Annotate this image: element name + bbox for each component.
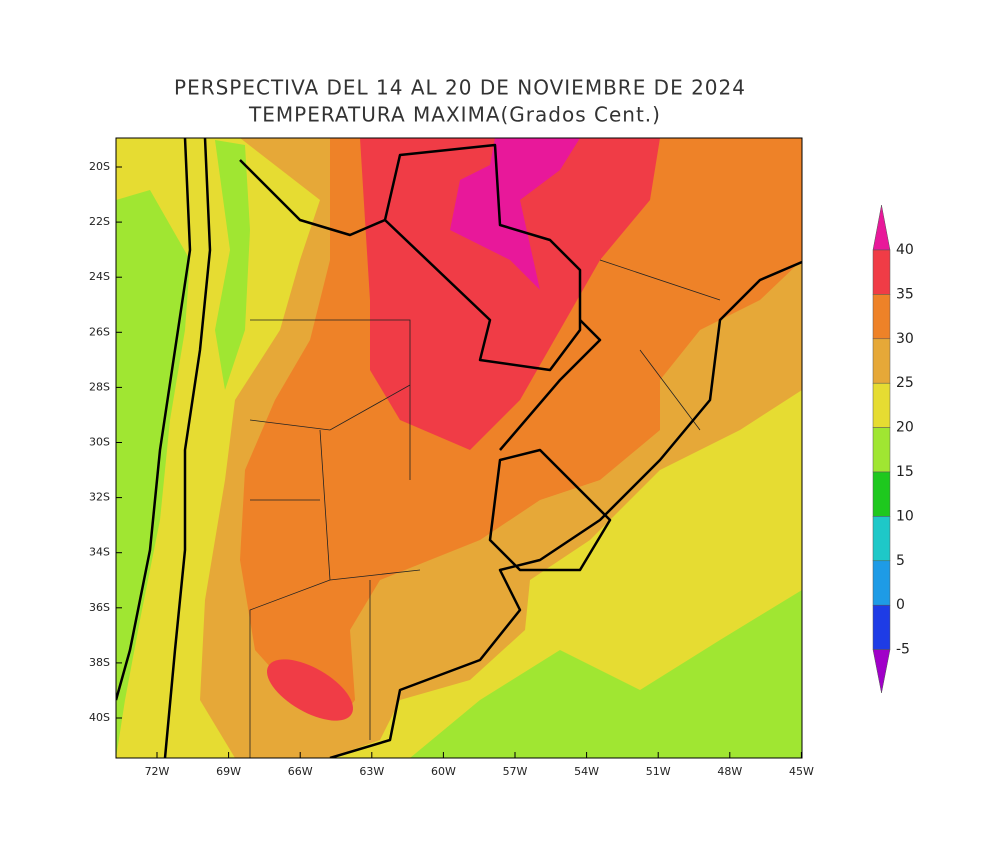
lat-label: 24S xyxy=(89,270,110,283)
colorbar-segment xyxy=(872,338,891,384)
colorbar-segment xyxy=(872,649,891,694)
lat-label: 40S xyxy=(89,711,110,724)
lon-label: 51W xyxy=(646,765,671,778)
colorbar-label: 15 xyxy=(896,464,914,480)
colorbar-label: 0 xyxy=(896,597,905,613)
colorbar-segment xyxy=(872,560,891,606)
colorbar-segment xyxy=(872,516,891,562)
country-border xyxy=(239,159,602,451)
lat-label: 30S xyxy=(89,436,110,449)
colorbar-label: 40 xyxy=(896,242,914,258)
country-border xyxy=(163,138,212,758)
lat-label: 36S xyxy=(89,601,110,614)
field xyxy=(410,590,802,758)
lon-label: 48W xyxy=(717,765,742,778)
lon-label: 72W xyxy=(145,765,170,778)
colorbar-segment xyxy=(872,471,891,517)
colorbar-segment xyxy=(872,249,891,295)
colorbar-label: -5 xyxy=(896,642,910,658)
field xyxy=(116,190,190,758)
colorbar-label: 25 xyxy=(896,375,914,391)
field xyxy=(215,140,250,390)
title-line: TEMPERATURA MAXIMA(Grados Cent.) xyxy=(248,103,661,127)
lat-label: 38S xyxy=(89,656,110,669)
province-border xyxy=(249,259,721,758)
lat-label: 26S xyxy=(89,325,110,338)
colorbar-segment xyxy=(872,427,891,473)
country-border xyxy=(488,448,612,572)
country-border xyxy=(383,143,582,372)
lon-label: 69W xyxy=(216,765,241,778)
field xyxy=(450,138,580,290)
colorbar-segment xyxy=(872,294,891,340)
field xyxy=(267,659,353,721)
colorbar-label: 30 xyxy=(896,331,914,347)
lat-label: 28S xyxy=(89,380,110,393)
lat-label: 32S xyxy=(89,491,110,504)
colorbar-segment xyxy=(872,604,891,650)
lon-label: 63W xyxy=(359,765,384,778)
lat-label: 20S xyxy=(89,160,110,173)
colorbar-segment xyxy=(872,204,891,251)
colorbar-segment xyxy=(872,382,891,428)
colorbar-label: 10 xyxy=(896,508,914,524)
lon-label: 45W xyxy=(789,765,814,778)
coast xyxy=(329,260,802,758)
lon-label: 57W xyxy=(503,765,528,778)
lon-label: 60W xyxy=(431,765,456,778)
map-frame xyxy=(115,137,803,759)
lon-label: 54W xyxy=(574,765,599,778)
coast xyxy=(116,138,192,701)
field xyxy=(360,138,660,450)
lon-label: 66W xyxy=(288,765,313,778)
lat-label: 22S xyxy=(89,215,110,228)
map xyxy=(116,138,802,758)
colorbar-label: 5 xyxy=(896,553,905,569)
lat-label: 34S xyxy=(89,546,110,559)
colorbar-label: 35 xyxy=(896,286,914,302)
title-line: PERSPECTIVA DEL 14 AL 20 DE NOVIEMBRE DE… xyxy=(174,76,746,100)
colorbar-label: 20 xyxy=(896,420,914,436)
